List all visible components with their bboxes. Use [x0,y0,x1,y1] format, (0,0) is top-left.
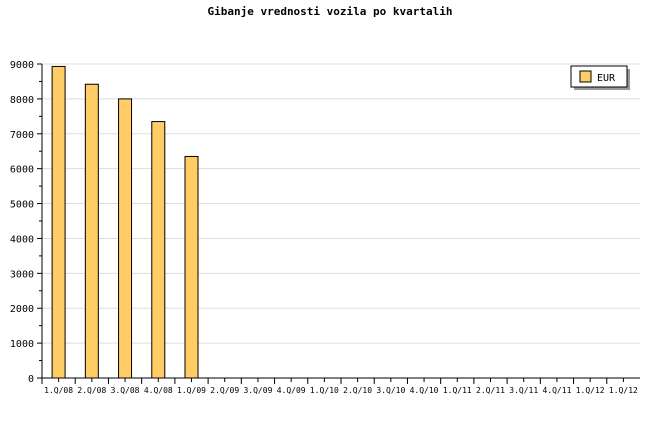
y-tick-label: 6000 [10,165,34,176]
bar [184,155,199,379]
x-tick-label: 2.Q/09 [210,386,239,395]
y-tick-label: 4000 [10,234,34,245]
bar [151,121,166,379]
x-tick-label: 4.Q/08 [144,386,173,395]
x-tick-label: 2.Q/11 [476,386,505,395]
y-tick-label: 9000 [10,60,34,71]
legend: EUR [570,65,630,90]
y-tick-label: 7000 [10,130,34,141]
x-tick-label: 2.Q/10 [343,386,372,395]
y-tick-label: 5000 [10,200,34,211]
legend-swatch [579,70,592,83]
y-tick-label: 8000 [10,95,34,106]
x-tick-label: 4.Q/10 [410,386,439,395]
y-tick-label: 2000 [10,304,34,315]
x-tick-label: 4.Q/09 [277,386,306,395]
legend-label: EUR [597,73,616,84]
x-tick-label: 1.Q/12 [609,386,638,395]
y-tick-label: 1000 [10,339,34,350]
x-tick-label: 1.Q/11 [443,386,472,395]
bar [118,98,133,379]
x-tick-label: 2.Q/08 [77,386,106,395]
x-tick-label: 3.Q/08 [111,386,140,395]
x-tick-label: 1.Q/08 [44,386,73,395]
chart-title: Gibanje vrednosti vozila po kvartalih [207,5,452,18]
bar [51,65,66,379]
x-tick-label: 3.Q/09 [243,386,272,395]
x-tick-label: 1.Q/12 [576,386,605,395]
y-tick-label: 3000 [10,269,34,280]
x-tick-label: 3.Q/11 [509,386,538,395]
y-tick-label: 0 [28,374,34,385]
bar [84,83,99,379]
x-tick-label: 1.Q/10 [310,386,339,395]
x-tick-label: 3.Q/10 [376,386,405,395]
x-tick-label: 1.Q/09 [177,386,206,395]
x-tick-label: 4.Q/11 [542,386,571,395]
